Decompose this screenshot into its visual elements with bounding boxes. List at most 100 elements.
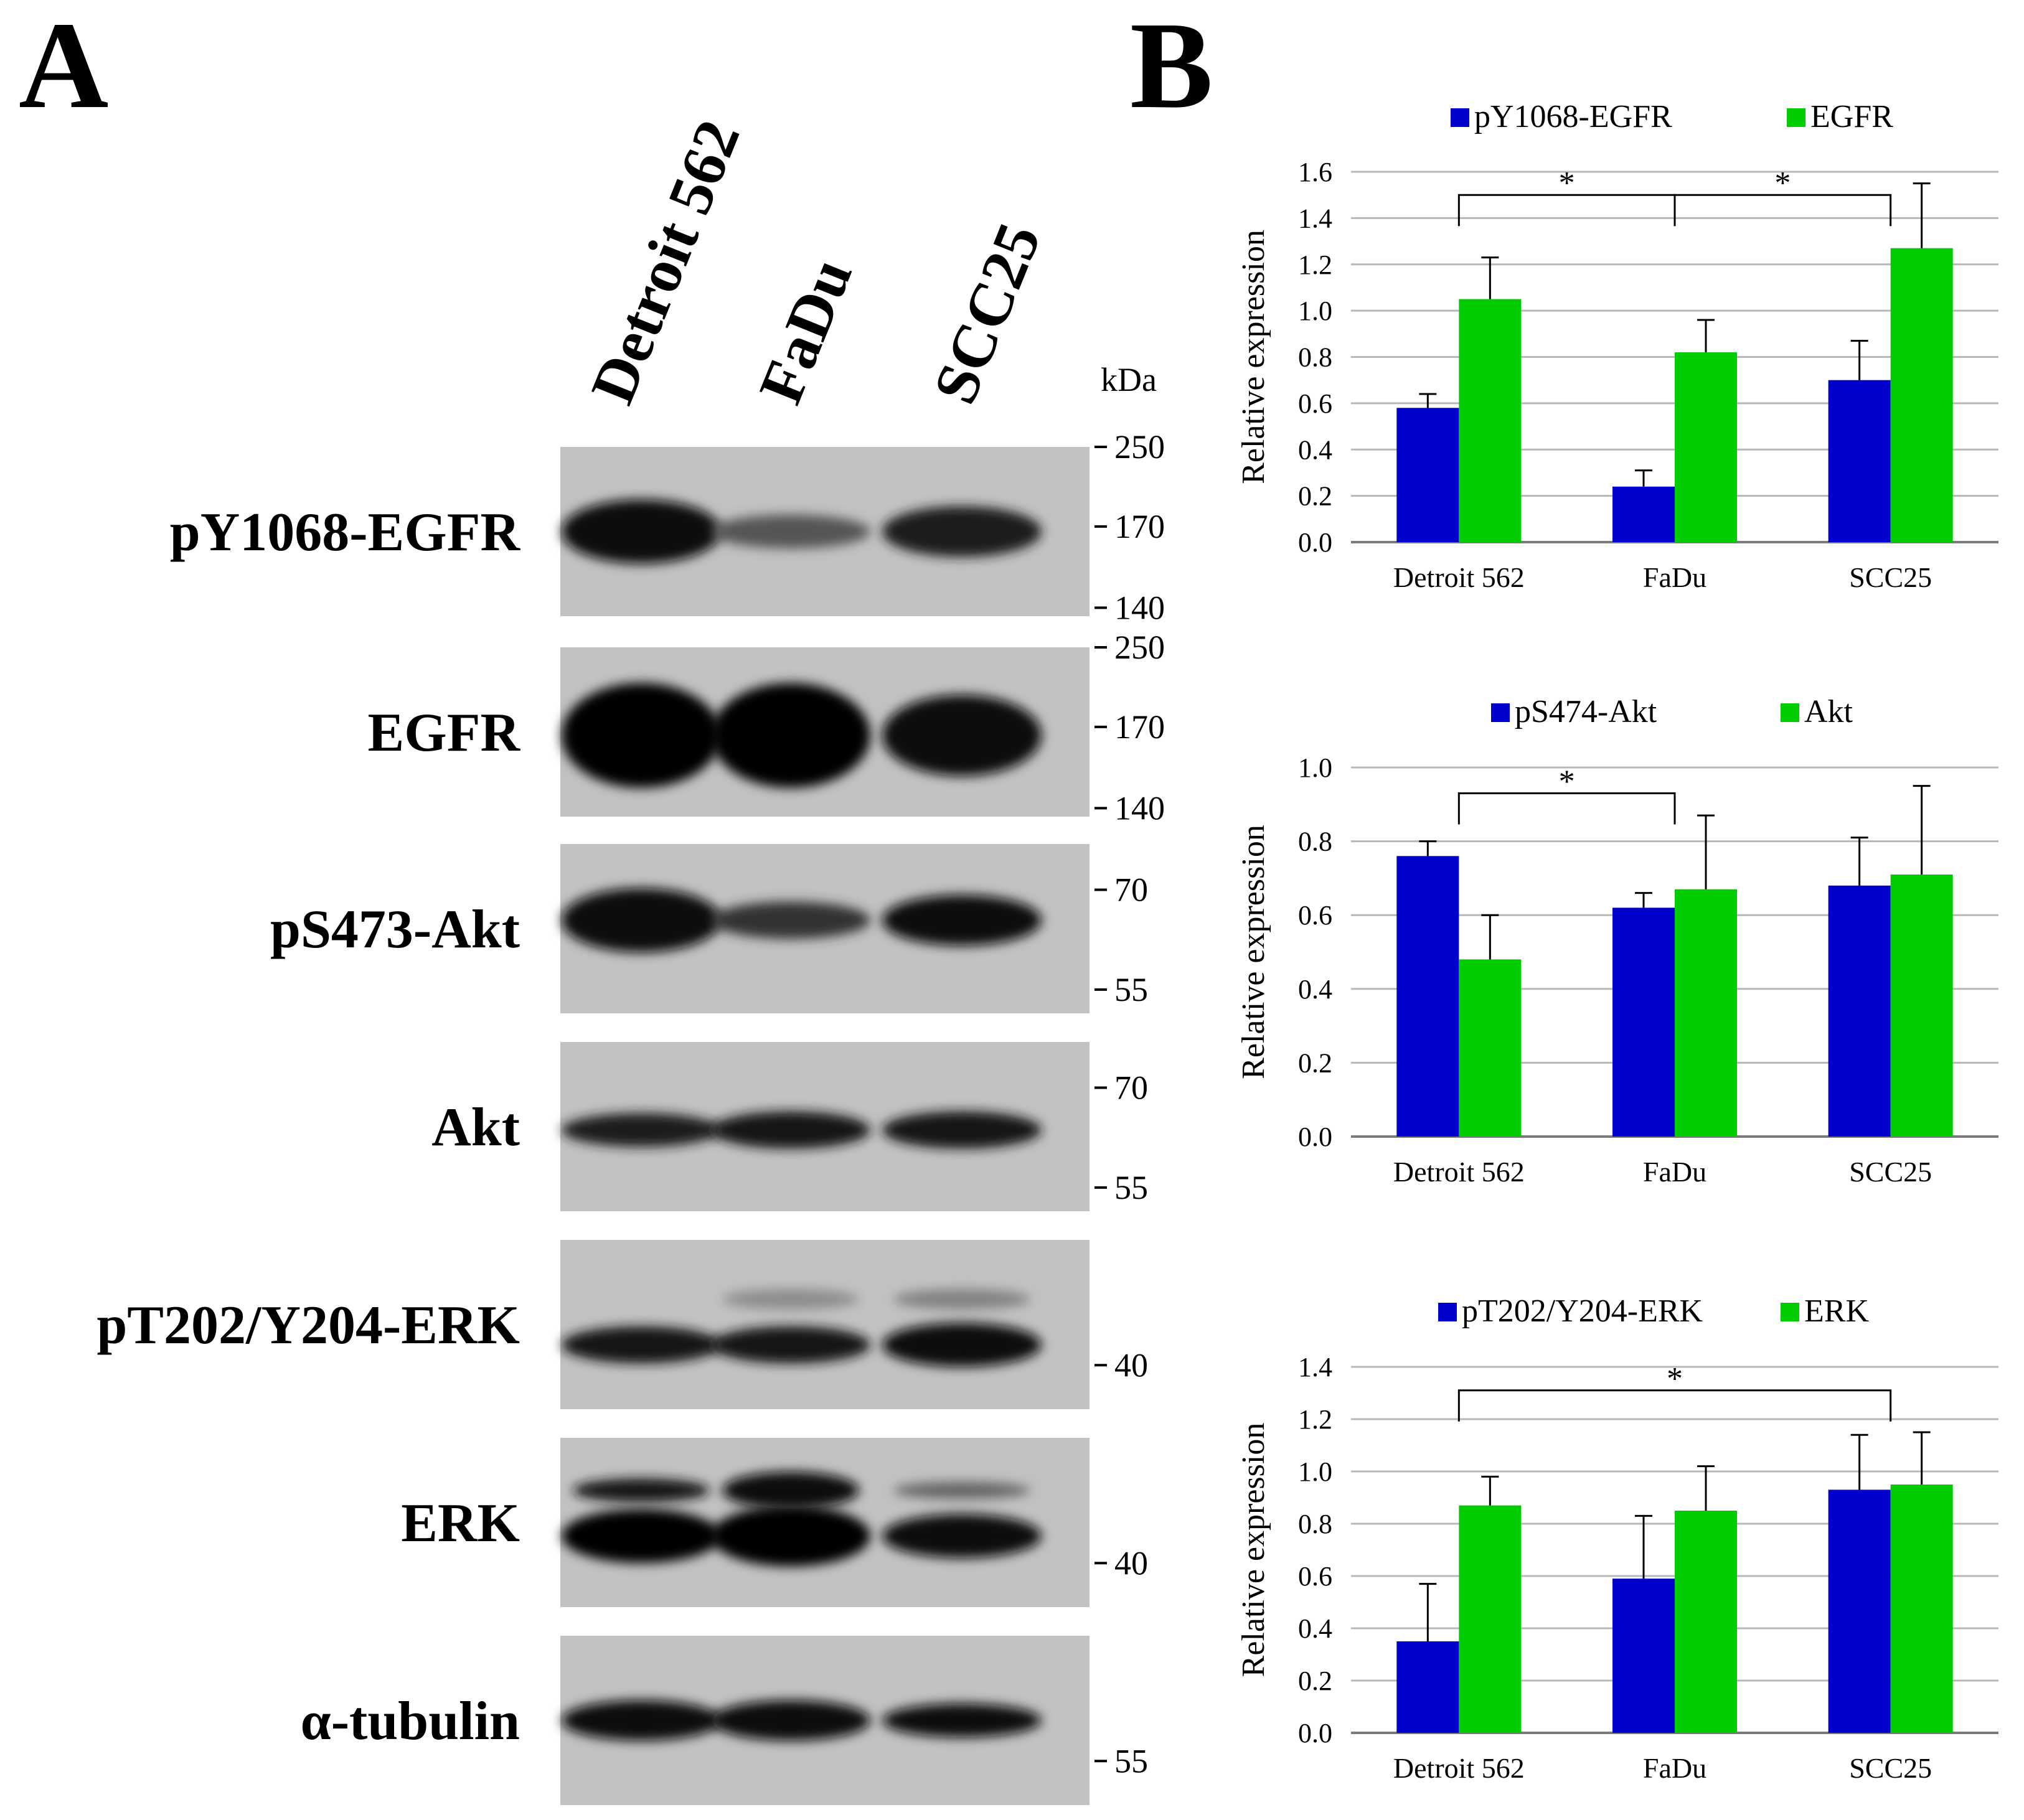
bar (1459, 959, 1522, 1137)
blot-band (882, 506, 1042, 557)
x-tick-label: FaDu (1643, 561, 1706, 593)
x-tick-label: FaDu (1643, 1752, 1706, 1784)
blot-label: pT202/Y204-ERK (96, 1295, 520, 1356)
bar (1675, 352, 1737, 542)
y-axis-label: Relative expression (1236, 1423, 1271, 1677)
legend-label: pY1068-EGFR (1474, 99, 1672, 134)
bar (1890, 874, 1953, 1137)
significance-star: * (1559, 166, 1575, 201)
blot-band-upper (573, 1478, 710, 1503)
blot-label: ERK (401, 1493, 520, 1554)
bar (1396, 408, 1459, 542)
blot-row: ERK 40 (401, 1438, 1148, 1607)
panel-a-letter: A (19, 0, 108, 134)
blot-row: α-tubulin 55 (301, 1636, 1148, 1805)
blot-row: EGFR 250 170 140 (368, 629, 1165, 827)
bar (1612, 908, 1675, 1137)
bar-charts: 0.0 0.2 0.4 0.6 0.8 1.0 1.2 1.4 1.6 Relative expr… (1236, 99, 1998, 1784)
blot-band (562, 683, 721, 788)
y-tick-label: 0.6 (1298, 388, 1332, 419)
blot-band (882, 1514, 1042, 1559)
bar (1675, 889, 1737, 1137)
y-tick-label: 0.6 (1298, 900, 1332, 931)
y-tick-label: 0.4 (1298, 1613, 1332, 1644)
blot-band (562, 499, 721, 564)
marker-label: 40 (1114, 1346, 1148, 1384)
marker-label: 55 (1114, 1169, 1148, 1206)
marker-label: 40 (1114, 1544, 1148, 1582)
y-tick-label: 0.6 (1298, 1561, 1332, 1592)
y-tick-label: 0.4 (1298, 434, 1332, 465)
x-tick-label: Detroit 562 (1393, 561, 1525, 593)
y-tick-label: 0.2 (1298, 1666, 1332, 1696)
bar (1828, 885, 1891, 1137)
blot-band (882, 894, 1042, 946)
significance-star: * (1559, 764, 1575, 800)
panel-b-letter: B (1130, 0, 1213, 134)
blot-band (711, 1700, 870, 1741)
y-tick-label: 0.0 (1298, 527, 1332, 558)
blot-band-upper (722, 1471, 859, 1509)
legend-swatch (1781, 703, 1799, 722)
blot-band (711, 1505, 870, 1567)
marker-label: 170 (1114, 708, 1165, 746)
significance-bracket (1457, 792, 1676, 825)
y-tick-label: 1.4 (1298, 1352, 1332, 1382)
blot-band (562, 1700, 721, 1741)
blot-band (882, 1111, 1042, 1149)
blot-label: Akt (431, 1097, 520, 1158)
marker-label: 55 (1114, 1742, 1148, 1780)
legend-swatch (1787, 108, 1805, 127)
blot-label: α-tubulin (301, 1691, 520, 1752)
legend-swatch (1781, 1303, 1799, 1321)
blot-band (882, 1703, 1042, 1738)
blot-label: pS473-Akt (270, 899, 520, 960)
y-tick-label: 1.4 (1298, 203, 1332, 233)
y-tick-label: 0.0 (1298, 1718, 1332, 1748)
blot-band-upper (893, 1481, 1030, 1499)
lane-label: FaDu (745, 249, 865, 413)
blot-band (711, 683, 870, 788)
bar (1396, 1641, 1459, 1733)
blot-row: pY1068-EGFR 250 170 140 (170, 428, 1165, 626)
y-tick-label: 1.0 (1298, 753, 1332, 783)
blot-band (882, 1323, 1042, 1367)
y-tick-label: 0.8 (1298, 342, 1332, 373)
blot-row: pT202/Y204-ERK 40 (96, 1240, 1148, 1409)
x-tick-label: SCC25 (1849, 1752, 1932, 1784)
blot-label: pY1068-EGFR (170, 502, 521, 563)
blot-band-upper (722, 1288, 859, 1310)
marker-label: 250 (1114, 629, 1165, 666)
legend-label: pS474-Akt (1515, 694, 1657, 729)
y-tick-label: 0.2 (1298, 1048, 1332, 1078)
legend-label: EGFR (1810, 99, 1893, 134)
bar (1612, 1578, 1675, 1733)
western-blots: pY1068-EGFR 250 170 140 EGFR 250 170 140 pS473-A… (96, 428, 1165, 1805)
x-tick-label: FaDu (1643, 1156, 1706, 1188)
x-tick-label: Detroit 562 (1393, 1156, 1525, 1188)
marker-label: 140 (1114, 789, 1165, 827)
blot-membrane (560, 1240, 1090, 1409)
legend-label: ERK (1804, 1293, 1869, 1329)
legend-swatch (1491, 703, 1510, 722)
x-tick-label: SCC25 (1849, 561, 1932, 593)
blot-label: EGFR (368, 703, 521, 763)
y-tick-label: 1.0 (1298, 296, 1332, 326)
bar (1828, 380, 1891, 542)
y-axis-label: Relative expression (1236, 230, 1271, 484)
marker-label: 170 (1114, 508, 1165, 545)
y-tick-label: 0.0 (1298, 1122, 1332, 1152)
legend-swatch (1451, 108, 1469, 127)
kda-header: kDa (1101, 361, 1157, 398)
blot-band (882, 695, 1042, 776)
blot-band (711, 514, 870, 549)
marker-label: 250 (1114, 428, 1165, 466)
y-axis-label: Relative expression (1236, 825, 1271, 1079)
marker-label: 70 (1114, 871, 1148, 908)
blot-band (562, 888, 721, 953)
y-tick-label: 1.2 (1298, 1404, 1332, 1435)
blot-band (562, 1509, 721, 1564)
